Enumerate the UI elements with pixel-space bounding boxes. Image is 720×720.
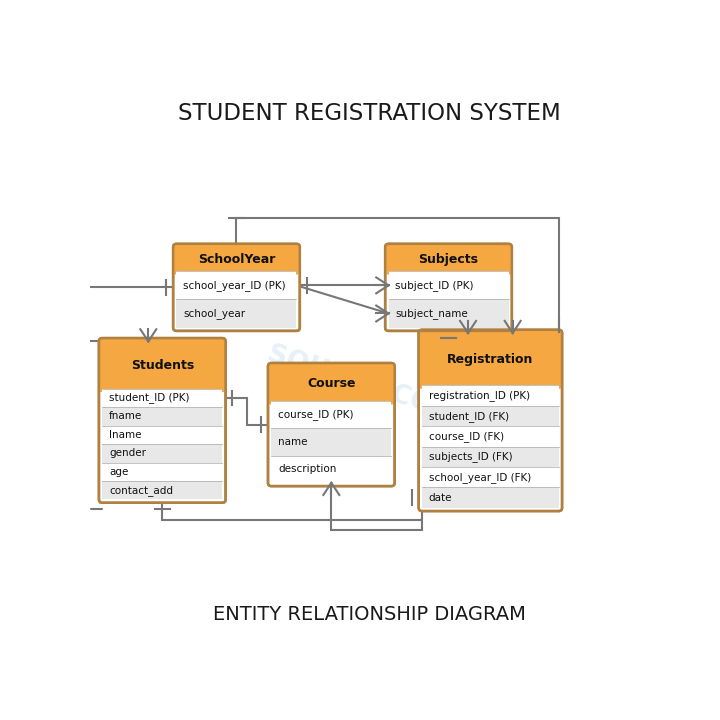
Text: contact_add: contact_add — [109, 485, 173, 495]
Text: subjects_ID (FK): subjects_ID (FK) — [428, 451, 513, 462]
FancyBboxPatch shape — [418, 330, 562, 511]
Text: school_year: school_year — [183, 308, 246, 319]
Bar — [102, 444, 222, 462]
Text: age: age — [109, 467, 128, 477]
Text: SOURCE CODE: SOURCE CODE — [264, 341, 474, 431]
FancyBboxPatch shape — [99, 338, 225, 503]
Bar — [389, 271, 508, 300]
Text: name: name — [278, 437, 307, 447]
Bar — [389, 300, 508, 328]
Bar — [102, 389, 222, 408]
Text: description: description — [278, 464, 336, 474]
FancyBboxPatch shape — [268, 363, 395, 405]
Text: ENTITY RELATIONSHIP DIAGRAM: ENTITY RELATIONSHIP DIAGRAM — [212, 605, 526, 624]
FancyBboxPatch shape — [418, 330, 562, 389]
Text: gender: gender — [109, 449, 146, 459]
Text: SchoolYear: SchoolYear — [198, 253, 275, 266]
Text: course_ID (PK): course_ID (PK) — [278, 410, 354, 420]
Bar — [176, 300, 297, 328]
Text: Course: Course — [307, 377, 356, 390]
Bar — [422, 446, 559, 467]
FancyBboxPatch shape — [268, 363, 395, 486]
Bar — [271, 428, 392, 456]
Text: Students: Students — [130, 359, 194, 372]
Bar — [102, 481, 222, 500]
Bar — [271, 456, 392, 483]
Text: school_year_ID (FK): school_year_ID (FK) — [428, 472, 531, 482]
Bar — [102, 426, 222, 444]
Text: subject_name: subject_name — [395, 308, 468, 319]
Text: lname: lname — [109, 430, 141, 440]
Bar — [102, 408, 222, 426]
Bar — [102, 462, 222, 481]
Bar — [422, 467, 559, 487]
FancyBboxPatch shape — [385, 244, 512, 331]
FancyBboxPatch shape — [99, 338, 225, 392]
Text: course_ID (FK): course_ID (FK) — [428, 431, 504, 442]
Bar — [422, 487, 559, 508]
Bar — [422, 426, 559, 446]
Text: school_year_ID (PK): school_year_ID (PK) — [183, 280, 286, 291]
Text: date: date — [428, 492, 452, 503]
FancyBboxPatch shape — [173, 244, 300, 274]
Text: student_ID (PK): student_ID (PK) — [109, 392, 189, 403]
Text: registration_ID (PK): registration_ID (PK) — [428, 390, 530, 401]
Text: student_ID (FK): student_ID (FK) — [428, 410, 509, 421]
Bar — [271, 401, 392, 428]
FancyBboxPatch shape — [385, 244, 512, 274]
Text: Subjects: Subjects — [418, 253, 479, 266]
Bar — [422, 406, 559, 426]
Bar — [422, 385, 559, 406]
Text: fname: fname — [109, 411, 143, 421]
Text: Registration: Registration — [447, 353, 534, 366]
Bar — [176, 271, 297, 300]
Text: subject_ID (PK): subject_ID (PK) — [395, 280, 474, 291]
Text: STUDENT REGISTRATION SYSTEM: STUDENT REGISTRATION SYSTEM — [178, 102, 560, 125]
FancyBboxPatch shape — [173, 244, 300, 331]
